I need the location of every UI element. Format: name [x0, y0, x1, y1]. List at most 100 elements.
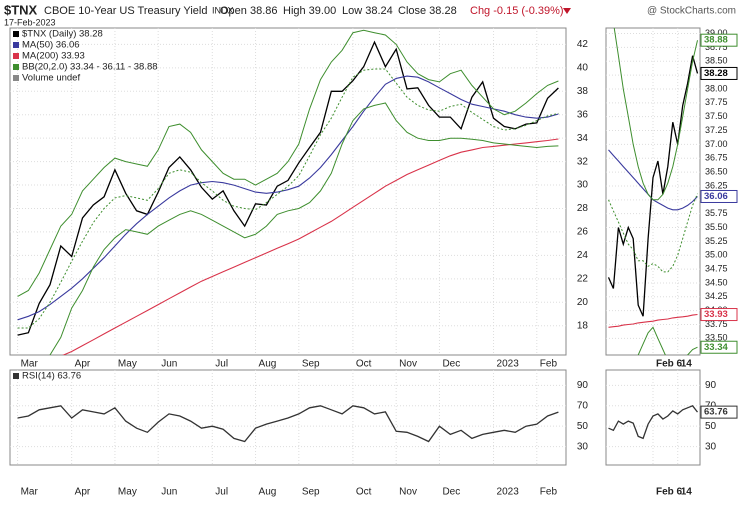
price-tag: [700, 340, 738, 354]
x-tick-label: Aug: [259, 359, 277, 370]
x-tick-label: 2023: [497, 359, 520, 370]
price-tag: [700, 33, 738, 47]
y-tick-label: 37.25: [705, 125, 728, 135]
price-tag-label: 38.28: [704, 68, 728, 79]
x-tick-label: May: [118, 359, 137, 370]
x-tick-label: Oct: [356, 487, 372, 498]
x-tick-label: Apr: [75, 359, 91, 370]
panel-title: RSI(14) 63.76: [22, 371, 81, 382]
x-tick-label: 14: [681, 487, 693, 498]
legend-entry: Volume undef: [22, 73, 80, 84]
y-tick-label: 26: [577, 227, 589, 238]
price-tag: [700, 308, 738, 322]
y-tick-label: 36.25: [705, 180, 728, 190]
series-group: [607, 28, 699, 355]
exchange: INDX: [212, 5, 234, 15]
x-tick-label: Jul: [215, 359, 228, 370]
x-tick-label: Nov: [399, 359, 417, 370]
x-tick-label: Dec: [442, 359, 460, 370]
x-tick-label: Apr: [75, 487, 91, 498]
plot-frame: [605, 369, 701, 466]
y-tick-label: 33.50: [705, 333, 728, 343]
legend-swatch: [13, 64, 19, 70]
y-tick-label: 30: [577, 441, 589, 452]
price-tag-label: 38.88: [704, 35, 728, 46]
y-tick-label: 35.75: [705, 208, 728, 218]
legend-swatch: [13, 42, 19, 48]
x-tick-label: 2023: [497, 487, 520, 498]
series-line: [17, 40, 559, 336]
y-tick-label: 40: [577, 62, 589, 73]
x-tick-label: Sep: [302, 359, 320, 370]
legend-entry: MA(50) 36.06: [22, 40, 80, 51]
y-tick-label: 36: [577, 109, 589, 120]
symbol: $TNX: [4, 2, 38, 17]
y-tick-label: 20: [577, 297, 589, 308]
y-tick-label: 30: [577, 180, 589, 191]
y-tick-label: 39.00: [705, 28, 728, 38]
y-tick-label: 42: [577, 39, 589, 50]
x-tick-label: Aug: [259, 487, 277, 498]
legend-entry: BB(20,2.0) 33.34 - 36.11 - 38.88: [22, 62, 158, 73]
series-line: [613, 28, 698, 201]
y-tick-label: 28: [577, 203, 589, 214]
series-line: [17, 29, 559, 297]
price-tag: [700, 189, 738, 203]
y-tick-label: 34.75: [705, 263, 728, 273]
y-tick-label: 38.00: [705, 83, 728, 93]
x-tick-label: Jun: [161, 487, 177, 498]
legend-swatch: [13, 31, 19, 37]
x-tick-label: Feb: [540, 487, 558, 498]
x-tick-label: 14: [681, 359, 693, 370]
y-tick-label: 37.75: [705, 97, 728, 107]
x-tick-label: Jun: [161, 359, 177, 370]
series-group: [17, 29, 559, 355]
y-tick-label: 34.50: [705, 277, 728, 287]
series-line: [17, 75, 559, 321]
y-tick-label: 70: [577, 400, 589, 411]
series-line: [17, 68, 559, 329]
series-line: [49, 102, 559, 355]
x-tick-label: Sep: [302, 487, 320, 498]
y-tick-label: 35.50: [705, 222, 728, 232]
y-tick-label: 35.25: [705, 236, 728, 246]
series-line: [608, 313, 698, 328]
series-group: [608, 405, 699, 440]
legend-swatch: [13, 53, 19, 59]
series-line: [62, 138, 559, 355]
y-tick-label: 38.50: [705, 56, 728, 66]
change: Chg -0.15 (-0.39%): [470, 5, 564, 17]
open: Open 38.86: [220, 5, 278, 17]
y-tick-label: 33.75: [705, 319, 728, 329]
y-tick-label: 36.75: [705, 153, 728, 163]
series-line: [608, 405, 699, 440]
x-tick-label: Mar: [21, 487, 39, 498]
series-line: [637, 326, 698, 355]
x-tick-label: Nov: [399, 487, 417, 498]
close: Close 38.28: [398, 5, 457, 17]
y-tick-label: 36.50: [705, 166, 728, 176]
low: Low 38.24: [342, 5, 393, 17]
date: 17-Feb-2023: [4, 17, 56, 27]
x-tick-label: Mar: [21, 359, 39, 370]
series-group: [17, 405, 559, 443]
price-tag-label: 63.76: [704, 407, 728, 418]
y-tick-label: 90: [577, 380, 589, 391]
down-arrow: [563, 8, 571, 14]
y-tick-label: 50: [705, 421, 717, 432]
y-tick-label: 34.25: [705, 291, 728, 301]
series-line: [608, 193, 698, 273]
y-tick-label: 35.00: [705, 250, 728, 260]
y-tick-label: 34: [577, 133, 589, 144]
legend-entry: $TNX (Daily) 38.28: [22, 29, 103, 40]
plot-frame: [605, 27, 701, 356]
y-tick-label: 38.75: [705, 42, 728, 52]
y-tick-label: 90: [705, 380, 717, 391]
price-tag: [700, 66, 738, 80]
price-tag-label: 33.34: [704, 342, 728, 353]
y-tick-label: 32: [577, 156, 589, 167]
series-line: [607, 55, 699, 317]
x-tick-label: Dec: [442, 487, 460, 498]
x-tick-label: Feb 6: [656, 359, 683, 370]
